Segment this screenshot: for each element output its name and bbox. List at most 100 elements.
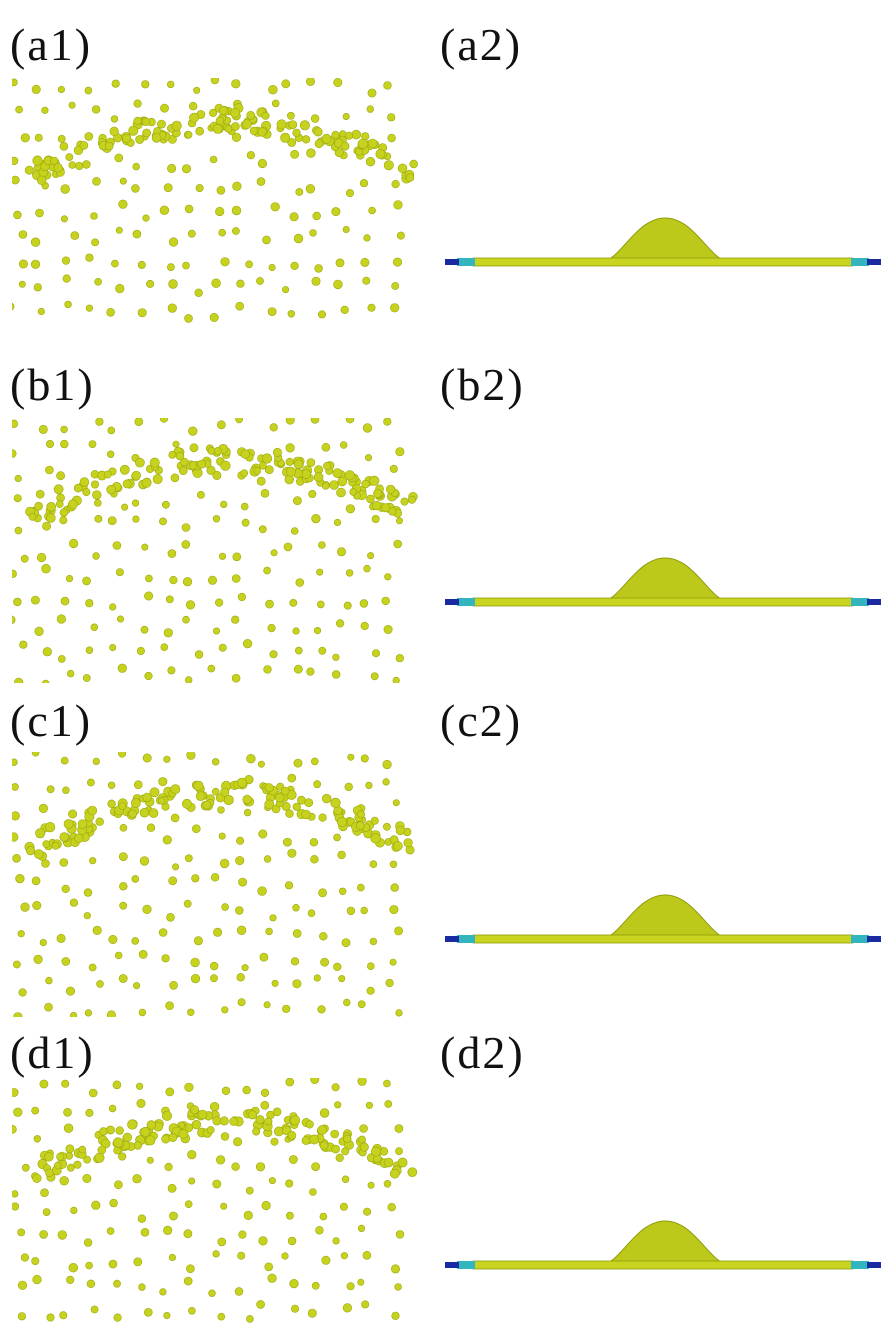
particle [344, 470, 355, 481]
particle [59, 142, 69, 151]
particle [391, 282, 400, 290]
particle [44, 1002, 53, 1012]
particle [371, 649, 380, 658]
particle [12, 615, 16, 625]
particle [159, 1288, 167, 1296]
particle [60, 425, 68, 434]
particle [42, 647, 52, 657]
particle [30, 595, 40, 605]
particle [311, 513, 321, 524]
particle [168, 279, 178, 289]
particle [317, 310, 326, 319]
particle [133, 1257, 143, 1267]
particle [395, 447, 405, 457]
particle [359, 599, 369, 608]
particle [184, 1200, 193, 1208]
particle [162, 835, 172, 845]
particle [138, 949, 148, 959]
particle [318, 541, 326, 549]
particle [359, 1124, 368, 1133]
particle [282, 837, 292, 847]
particle [28, 512, 37, 521]
particle [51, 841, 60, 850]
panel-label-c1: (c1) [10, 695, 93, 746]
particle [146, 1120, 157, 1130]
particle [82, 674, 91, 682]
particle [195, 184, 204, 193]
particle [287, 848, 297, 858]
particle [373, 489, 383, 499]
particles [12, 78, 418, 323]
particle [282, 286, 290, 294]
particle [264, 1117, 273, 1126]
particle [17, 930, 25, 938]
particle [79, 477, 90, 487]
particle [331, 207, 341, 217]
particle [310, 114, 320, 123]
particle [108, 1259, 118, 1269]
particle [69, 898, 79, 907]
particle [68, 499, 78, 510]
particle [392, 257, 402, 267]
particle [118, 1152, 127, 1161]
particle [66, 669, 75, 678]
particle [357, 1224, 366, 1232]
particle [31, 84, 41, 94]
particle [362, 276, 371, 285]
particle [195, 126, 204, 136]
particle [311, 1162, 320, 1171]
bar-end-right-blue [867, 259, 881, 265]
particle [34, 501, 43, 511]
particle [179, 466, 188, 476]
particle [85, 253, 94, 262]
bar-end-left-teal [457, 598, 475, 606]
particle [169, 576, 178, 585]
particle [42, 840, 51, 848]
particle [231, 574, 241, 583]
particle [248, 1110, 258, 1120]
particle [267, 307, 277, 316]
particle [170, 473, 180, 483]
particle [400, 497, 409, 506]
bar-end-right-teal [851, 598, 869, 606]
particle [161, 500, 170, 509]
particle [270, 202, 280, 212]
particle [202, 800, 212, 810]
particle [92, 177, 101, 186]
particle [221, 1086, 231, 1095]
particle [307, 909, 316, 917]
particle [149, 457, 160, 468]
particle [162, 1110, 173, 1121]
particle [212, 1179, 222, 1189]
particle [265, 927, 273, 936]
particle [32, 1173, 42, 1183]
particle [234, 1287, 244, 1296]
particle [30, 237, 41, 247]
particle [163, 1225, 173, 1235]
particle [306, 148, 316, 158]
particle [299, 120, 310, 131]
particle [160, 103, 169, 113]
particle [65, 1144, 75, 1154]
particle [332, 1237, 340, 1245]
bar-end-left-teal [457, 935, 475, 943]
particle [117, 663, 127, 673]
particle [261, 111, 270, 120]
particle [242, 794, 252, 805]
particle [312, 211, 321, 221]
particle [397, 1157, 408, 1168]
particle [91, 238, 99, 247]
particle [12, 783, 19, 791]
particle [393, 539, 403, 549]
particle [206, 465, 216, 475]
particle [218, 832, 226, 840]
particle [268, 84, 278, 95]
particle [341, 938, 351, 947]
particle [90, 212, 98, 220]
particle [330, 797, 341, 809]
particle [12, 1124, 17, 1134]
particle [131, 499, 140, 507]
particle [83, 1238, 93, 1247]
particle [356, 810, 365, 819]
particle [119, 882, 128, 891]
